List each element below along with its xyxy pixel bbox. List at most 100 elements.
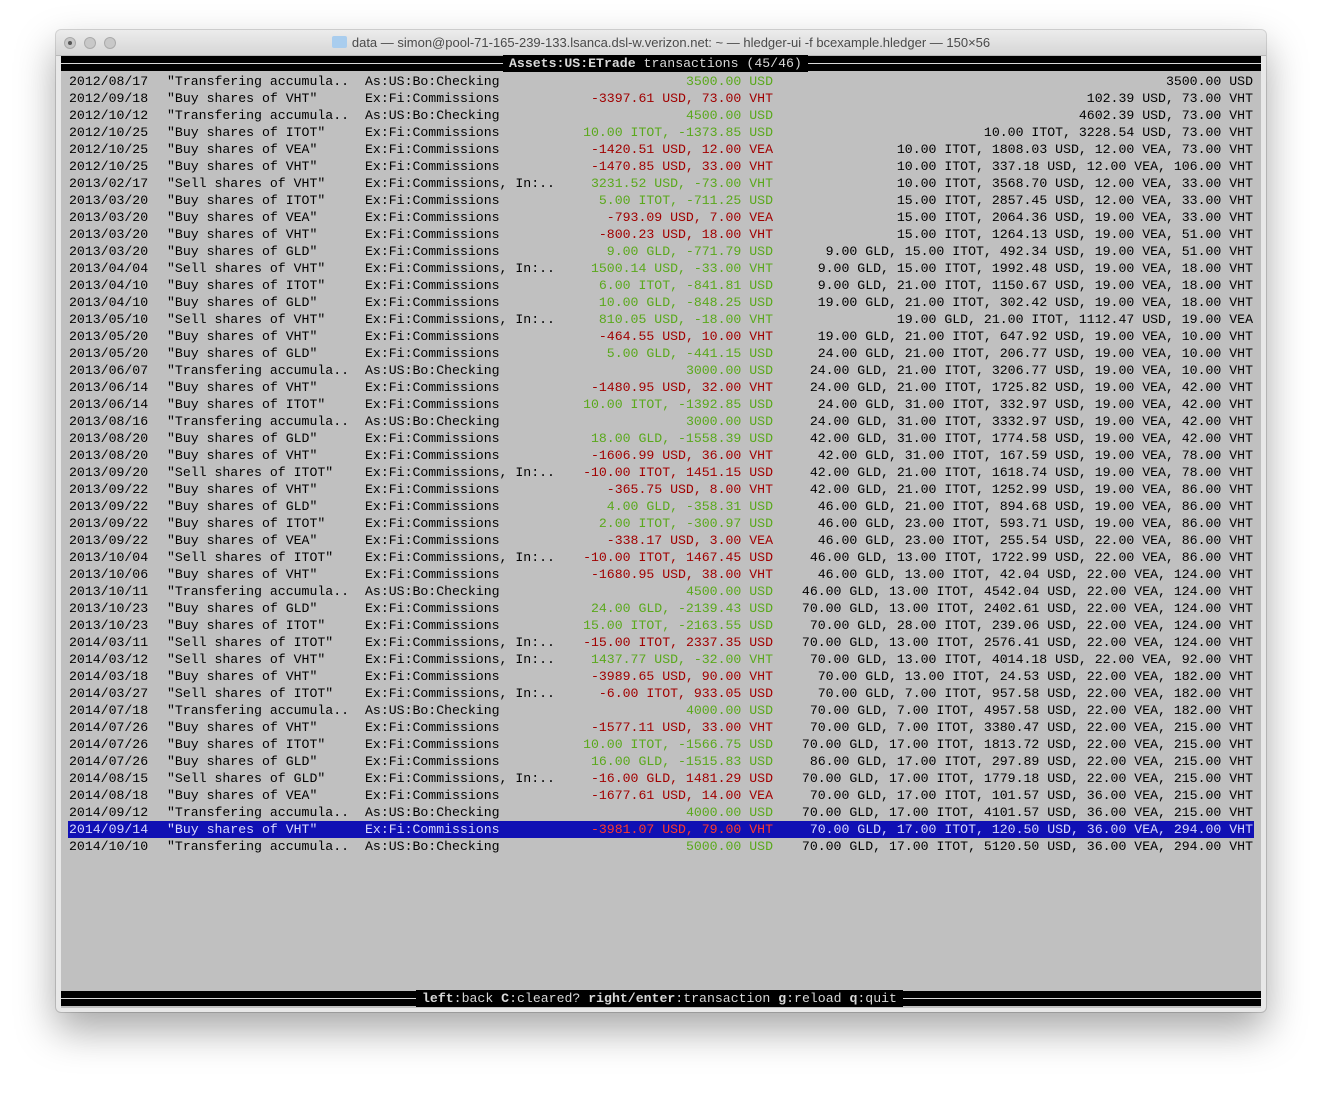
date: 2014/03/11 bbox=[69, 635, 149, 650]
change-amount: 5000.00 USD bbox=[685, 839, 773, 854]
other-accounts: Ex:Fi:Commissions, In:.. bbox=[365, 635, 555, 650]
date: 2014/07/26 bbox=[69, 720, 149, 735]
transaction-row[interactable]: 2013/08/20 "Buy shares of GLD" Ex:Fi:Commi… bbox=[61, 430, 1261, 447]
transaction-row[interactable]: 2014/07/18 "Transfering accumula.. As:US:B… bbox=[61, 702, 1261, 719]
transaction-row[interactable]: 2013/06/07 "Transfering accumula.. As:US:B… bbox=[61, 362, 1261, 379]
transaction-row[interactable]: 2014/07/26 "Buy shares of ITOT" Ex:Fi:Comm… bbox=[61, 736, 1261, 753]
transaction-row[interactable]: 2013/05/20 "Buy shares of GLD" Ex:Fi:Commi… bbox=[61, 345, 1261, 362]
minimize-button[interactable] bbox=[84, 37, 96, 49]
transaction-row[interactable]: 2012/10/25 "Buy shares of ITOT" Ex:Fi:Comm… bbox=[61, 124, 1261, 141]
transaction-row[interactable]: 2012/10/25 "Buy shares of VEA" Ex:Fi:Commi… bbox=[61, 141, 1261, 158]
transaction-row[interactable]: 2013/02/17 "Sell shares of VHT" Ex:Fi:Comm… bbox=[61, 175, 1261, 192]
transaction-row[interactable]: 2014/07/26 "Buy shares of GLD" Ex:Fi:Commi… bbox=[61, 753, 1261, 770]
transaction-row[interactable]: 2013/10/23 "Buy shares of ITOT" Ex:Fi:Comm… bbox=[61, 617, 1261, 634]
description: "Transfering accumula.. bbox=[167, 703, 350, 718]
running-balance: 24.00 GLD, 21.00 ITOT, 1725.82 USD, 19.0… bbox=[809, 380, 1253, 395]
transaction-row[interactable]: 2013/10/11 "Transfering accumula.. As:US:B… bbox=[61, 583, 1261, 600]
change-amount: 3000.00 USD bbox=[685, 363, 773, 378]
running-balance: 46.00 GLD, 23.00 ITOT, 593.71 USD, 19.00… bbox=[817, 516, 1253, 531]
change-amount: 16.00 GLD, -1515.83 USD bbox=[590, 754, 773, 769]
transaction-row[interactable]: 2013/06/14 "Buy shares of ITOT" Ex:Fi:Comm… bbox=[61, 396, 1261, 413]
running-balance: 70.00 GLD, 17.00 ITOT, 1813.72 USD, 22.0… bbox=[801, 737, 1253, 752]
description: "Buy shares of ITOT" bbox=[167, 125, 326, 140]
description: "Buy shares of VHT" bbox=[167, 227, 318, 242]
change-amount: 9.00 GLD, -771.79 USD bbox=[606, 244, 773, 259]
running-balance: 24.00 GLD, 21.00 ITOT, 3206.77 USD, 19.0… bbox=[809, 363, 1253, 378]
running-balance: 24.00 GLD, 31.00 ITOT, 332.97 USD, 19.00… bbox=[817, 397, 1253, 412]
transaction-row[interactable]: 2013/05/20 "Buy shares of VHT" Ex:Fi:Commi… bbox=[61, 328, 1261, 345]
transaction-row[interactable]: 2013/03/20 "Buy shares of VEA" Ex:Fi:Commi… bbox=[61, 209, 1261, 226]
running-balance: 9.00 GLD, 21.00 ITOT, 1150.67 USD, 19.00… bbox=[817, 278, 1253, 293]
transaction-row[interactable]: 2013/04/10 "Buy shares of GLD" Ex:Fi:Commi… bbox=[61, 294, 1261, 311]
other-accounts: Ex:Fi:Commissions bbox=[365, 227, 500, 242]
running-balance: 70.00 GLD, 17.00 ITOT, 1779.18 USD, 22.0… bbox=[801, 771, 1253, 786]
transaction-row[interactable]: 2012/10/12 "Transfering accumula.. As:US:B… bbox=[61, 107, 1261, 124]
change-amount: -365.75 USD, 8.00 VHT bbox=[606, 482, 773, 497]
transaction-row[interactable]: 2013/04/04 "Sell shares of VHT" Ex:Fi:Comm… bbox=[61, 260, 1261, 277]
date: 2012/10/25 bbox=[69, 125, 149, 140]
transaction-row[interactable]: 2014/03/11 "Sell shares of ITOT" Ex:Fi:Com… bbox=[61, 634, 1261, 651]
change-amount: 810.05 USD, -18.00 VHT bbox=[598, 312, 773, 327]
date: 2013/04/10 bbox=[69, 295, 149, 310]
description: "Buy shares of ITOT" bbox=[167, 278, 326, 293]
other-accounts: Ex:Fi:Commissions bbox=[365, 278, 500, 293]
running-balance: 24.00 GLD, 21.00 ITOT, 206.77 USD, 19.00… bbox=[817, 346, 1253, 361]
transaction-row[interactable]: 2014/03/18 "Buy shares of VHT" Ex:Fi:Commi… bbox=[61, 668, 1261, 685]
change-amount: -3989.65 USD, 90.00 VHT bbox=[590, 669, 773, 684]
transaction-row[interactable]: 2013/03/20 "Buy shares of GLD" Ex:Fi:Commi… bbox=[61, 243, 1261, 260]
transaction-row[interactable]: 2014/10/10 "Transfering accumula.. As:US:B… bbox=[61, 838, 1261, 855]
key-action: reload bbox=[794, 991, 842, 1006]
change-amount: 4500.00 USD bbox=[685, 584, 773, 599]
change-amount: 3500.00 USD bbox=[685, 74, 773, 89]
transaction-row[interactable]: 2014/09/12 "Transfering accumula.. As:US:B… bbox=[61, 804, 1261, 821]
terminal-screen[interactable]: Assets:US:ETrade transactions (45/46) 20… bbox=[61, 55, 1261, 1008]
date: 2013/09/20 bbox=[69, 465, 149, 480]
transaction-row[interactable]: 2013/09/22 "Buy shares of VHT" Ex:Fi:Commi… bbox=[61, 481, 1261, 498]
other-accounts: As:US:Bo:Checking bbox=[365, 839, 500, 854]
transaction-row[interactable]: 2013/09/22 "Buy shares of GLD" Ex:Fi:Commi… bbox=[61, 498, 1261, 515]
transaction-row[interactable]: 2013/10/06 "Buy shares of VHT" Ex:Fi:Commi… bbox=[61, 566, 1261, 583]
other-accounts: As:US:Bo:Checking bbox=[365, 584, 500, 599]
transaction-row[interactable]: 2014/08/18 "Buy shares of VEA" Ex:Fi:Commi… bbox=[61, 787, 1261, 804]
change-amount: -10.00 ITOT, 1451.15 USD bbox=[583, 465, 773, 480]
date: 2014/03/27 bbox=[69, 686, 149, 701]
transaction-row[interactable]: 2013/08/20 "Buy shares of VHT" Ex:Fi:Commi… bbox=[61, 447, 1261, 464]
transaction-row[interactable]: 2014/03/27 "Sell shares of ITOT" Ex:Fi:Com… bbox=[61, 685, 1261, 702]
running-balance: 70.00 GLD, 13.00 ITOT, 2576.41 USD, 22.0… bbox=[801, 635, 1253, 650]
transaction-row[interactable]: 2012/09/18 "Buy shares of VHT" Ex:Fi:Commi… bbox=[61, 90, 1261, 107]
transaction-row[interactable]: 2014/03/12 "Sell shares of VHT" Ex:Fi:Comm… bbox=[61, 651, 1261, 668]
transaction-row[interactable]: 2014/07/26 "Buy shares of VHT" Ex:Fi:Commi… bbox=[61, 719, 1261, 736]
running-balance: 70.00 GLD, 7.00 ITOT, 4957.58 USD, 22.00… bbox=[809, 703, 1253, 718]
other-accounts: Ex:Fi:Commissions bbox=[365, 193, 500, 208]
transaction-row[interactable]: 2013/04/10 "Buy shares of ITOT" Ex:Fi:Comm… bbox=[61, 277, 1261, 294]
date: 2012/08/17 bbox=[69, 74, 149, 89]
transaction-row[interactable]: 2013/09/22 "Buy shares of VEA" Ex:Fi:Commi… bbox=[61, 532, 1261, 549]
other-accounts: As:US:Bo:Checking bbox=[365, 363, 500, 378]
transaction-row[interactable]: 2013/05/10 "Sell shares of VHT" Ex:Fi:Comm… bbox=[61, 311, 1261, 328]
transaction-row[interactable]: 2012/08/17 "Transfering accumula.. As:US:B… bbox=[61, 73, 1261, 90]
running-balance: 70.00 GLD, 13.00 ITOT, 2402.61 USD, 22.0… bbox=[801, 601, 1253, 616]
key-action: back bbox=[461, 991, 494, 1006]
transaction-row[interactable]: 2013/10/04 "Sell shares of ITOT" Ex:Fi:Com… bbox=[61, 549, 1261, 566]
transaction-row[interactable]: 2013/03/20 "Buy shares of ITOT" Ex:Fi:Comm… bbox=[61, 192, 1261, 209]
close-button[interactable] bbox=[64, 37, 76, 49]
description: "Transfering accumula.. bbox=[167, 414, 350, 429]
transaction-row[interactable]: 2013/03/20 "Buy shares of VHT" Ex:Fi:Commi… bbox=[61, 226, 1261, 243]
running-balance: 3500.00 USD bbox=[1165, 74, 1253, 89]
change-amount: 6.00 ITOT, -841.81 USD bbox=[598, 278, 773, 293]
transaction-row[interactable]: 2013/09/20 "Sell shares of ITOT" Ex:Fi:Com… bbox=[61, 464, 1261, 481]
transaction-row[interactable]: 2013/10/23 "Buy shares of GLD" Ex:Fi:Commi… bbox=[61, 600, 1261, 617]
transaction-row[interactable]: 2014/08/15 "Sell shares of GLD" Ex:Fi:Comm… bbox=[61, 770, 1261, 787]
date: 2014/07/26 bbox=[69, 754, 149, 769]
transaction-row[interactable]: 2013/09/22 "Buy shares of ITOT" Ex:Fi:Comm… bbox=[61, 515, 1261, 532]
footer-bar: left:back C:cleared? right/enter:transac… bbox=[61, 990, 1261, 1007]
description: "Transfering accumula.. bbox=[167, 584, 350, 599]
other-accounts: Ex:Fi:Commissions bbox=[365, 567, 500, 582]
date: 2014/09/12 bbox=[69, 805, 149, 820]
transaction-row[interactable]: 2012/10/25 "Buy shares of VHT" Ex:Fi:Commi… bbox=[61, 158, 1261, 175]
transaction-row[interactable]: 2013/08/16 "Transfering accumula.. As:US:B… bbox=[61, 413, 1261, 430]
other-accounts: Ex:Fi:Commissions bbox=[365, 295, 500, 310]
transaction-row-selected[interactable]: 2014/09/14 "Buy shares of VHT" Ex:Fi:Commi… bbox=[68, 821, 1254, 838]
transaction-row[interactable]: 2013/06/14 "Buy shares of VHT" Ex:Fi:Commi… bbox=[61, 379, 1261, 396]
zoom-button[interactable] bbox=[104, 37, 116, 49]
